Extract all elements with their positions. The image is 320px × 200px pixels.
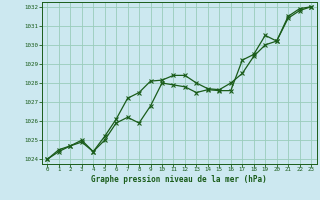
X-axis label: Graphe pression niveau de la mer (hPa): Graphe pression niveau de la mer (hPa) <box>91 175 267 184</box>
